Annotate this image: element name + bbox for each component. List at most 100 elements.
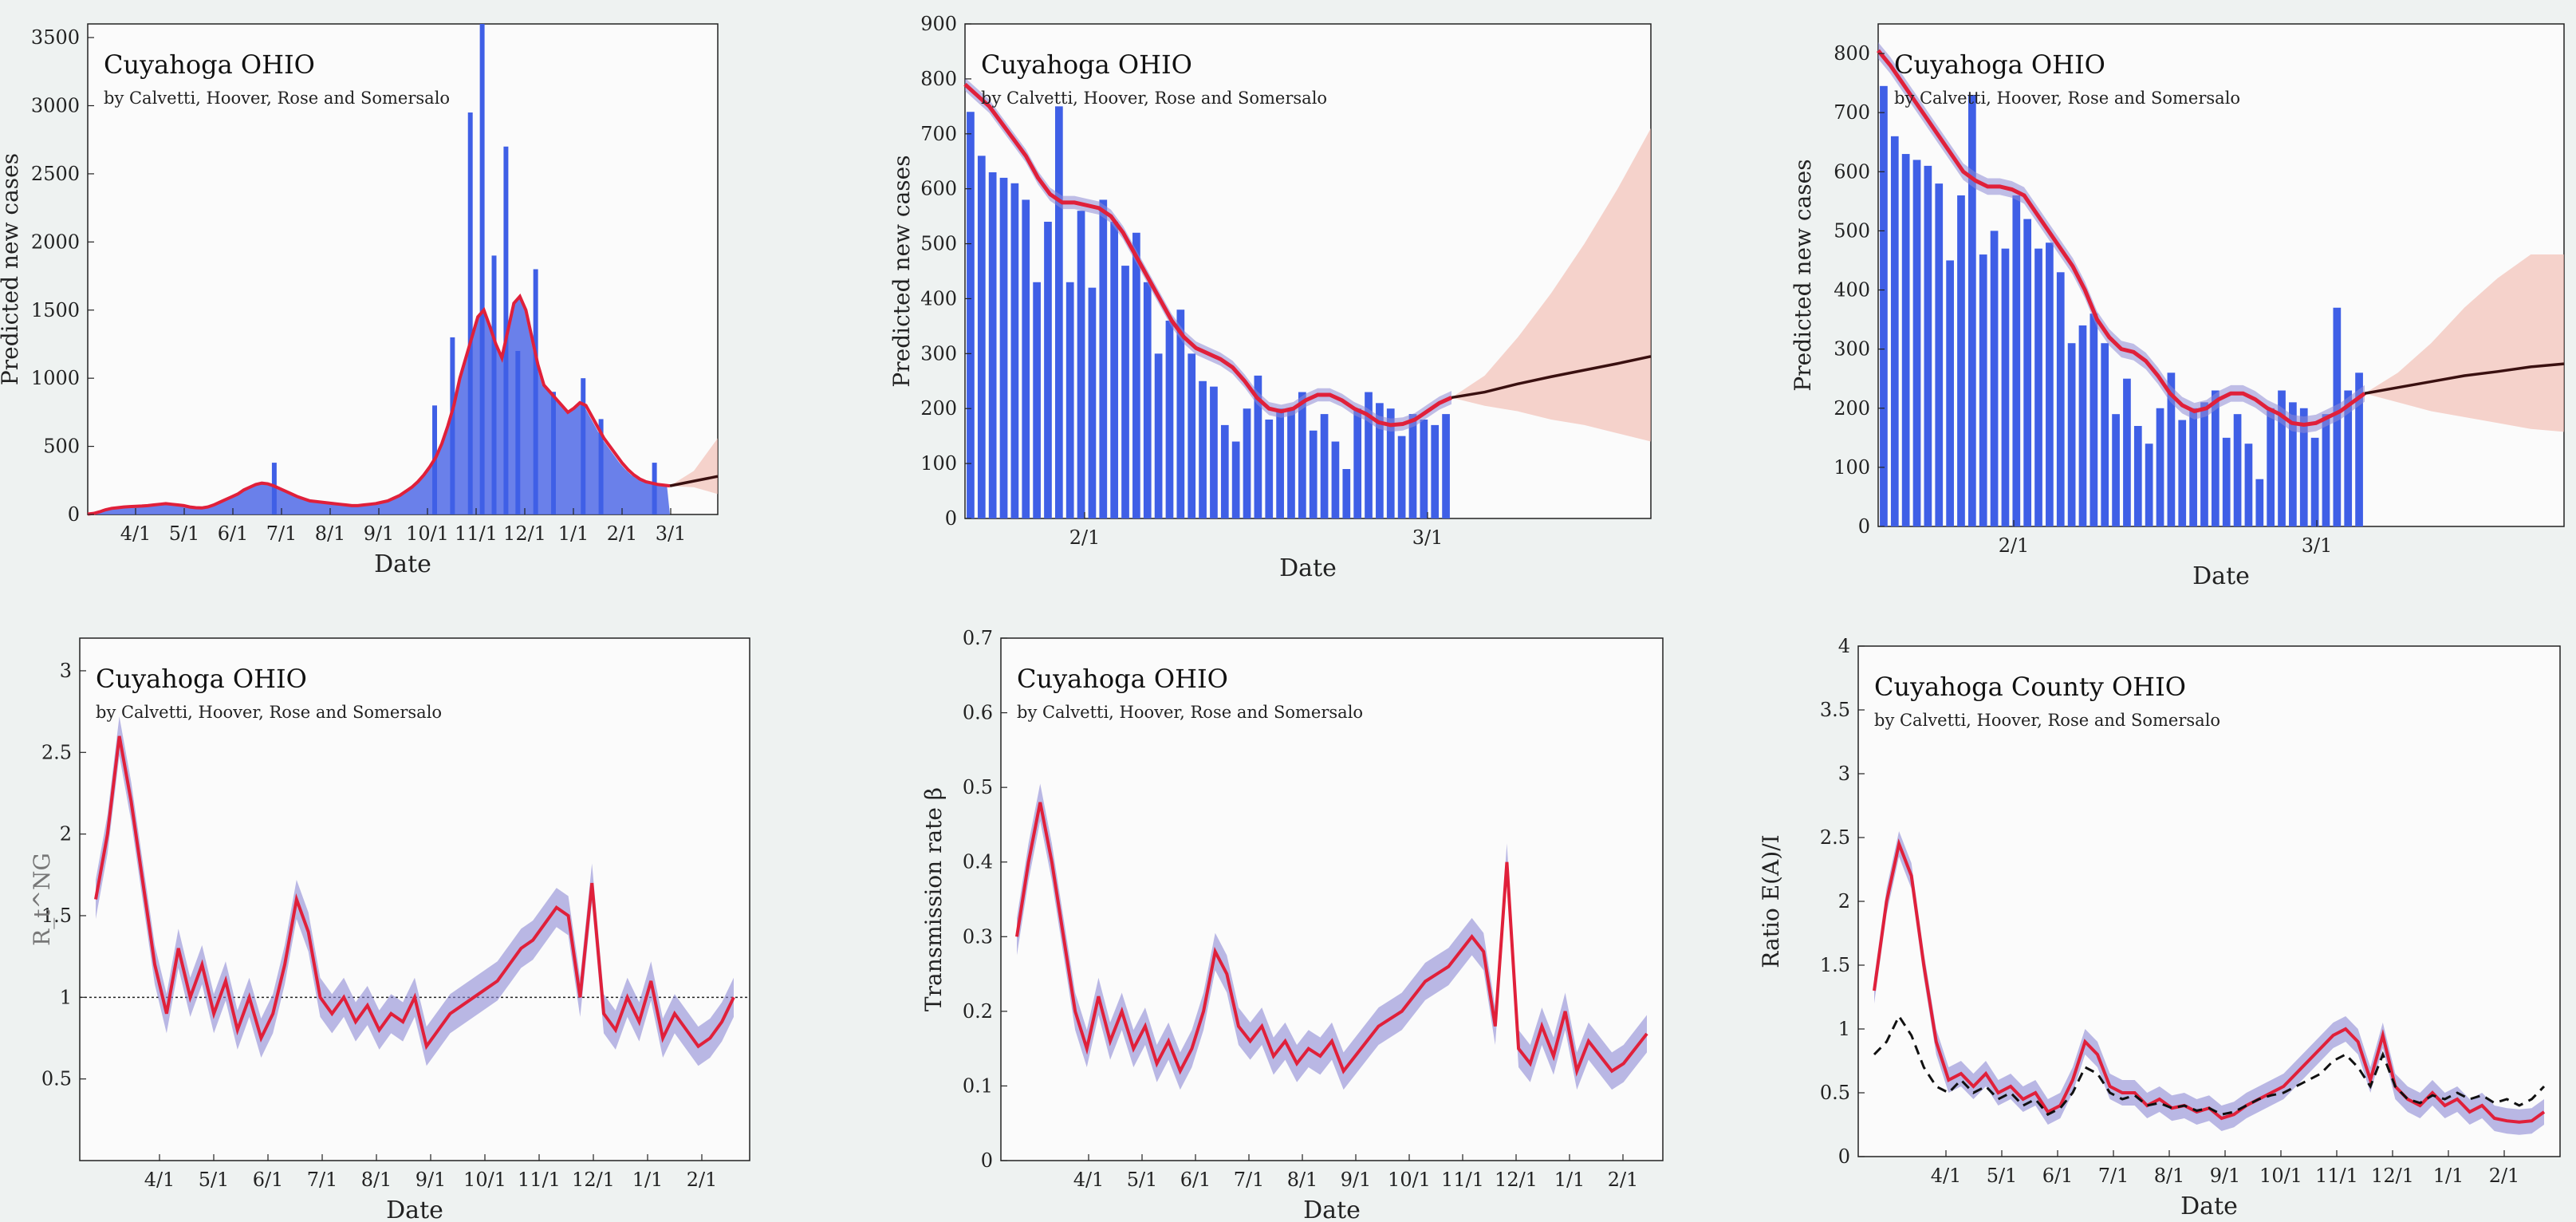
y-tick-label-7: 3500 [31, 26, 80, 49]
x-tick-label-1: 5/1 [1127, 1169, 1158, 1191]
data-bar-43 [2355, 373, 2363, 526]
data-bar-20 [2101, 343, 2109, 526]
uncertainty-band [1017, 783, 1647, 1090]
chart-title: Cuyahoga OHIO [1017, 664, 1228, 694]
x-tick-label-10: 2/1 [687, 1169, 718, 1191]
y-tick-label-8: 800 [920, 68, 957, 90]
y-tick-label-7: 0.7 [963, 627, 993, 649]
data-bar-31 [1309, 430, 1318, 518]
data-bar-23 [2133, 426, 2142, 526]
x-tick-label-8: 12/1 [2371, 1165, 2414, 1187]
x-tick-label-9: 1/1 [2433, 1165, 2464, 1187]
data-bar-19 [2090, 313, 2098, 526]
y-tick-label-2: 200 [920, 397, 957, 420]
chart-panel-6: 0 0.5 1 1.5 2 2.5 3 3.5 4 4/1 5/1 6/1 7/1 8/1 9/1 10/1 1… [1758, 635, 2561, 1220]
red-curve [1015, 802, 1648, 1077]
x-tick-label-11: 3/1 [656, 522, 687, 545]
x-axis-label: Date [374, 550, 431, 578]
y-tick-label-6: 3000 [31, 95, 80, 117]
x-tick-label-2: 6/1 [218, 522, 249, 545]
chart-subtitle: by Calvetti, Hoover, Rose and Somersalo [96, 703, 442, 722]
data-bar-2 [450, 337, 455, 514]
data-bar-21 [2112, 414, 2120, 526]
x-tick-label-4: 8/1 [315, 522, 346, 545]
data-bar-3 [467, 112, 473, 514]
x-tick-label-8: 12/1 [572, 1169, 615, 1191]
data-bar-22 [1210, 386, 1218, 518]
x-axis-label: Date [1303, 1196, 1361, 1222]
data-bar-13 [2023, 219, 2032, 526]
data-bar-12 [2012, 195, 2021, 527]
data-bar-0 [271, 463, 277, 514]
y-tick-label-4: 400 [920, 287, 957, 309]
y-tick-label-4: 400 [1834, 279, 1870, 302]
data-bar-10 [1990, 231, 1999, 526]
x-tick-label-0: 2/1 [1999, 534, 2030, 557]
uncertainty-band [1878, 41, 2365, 433]
x-tick-label-6: 10/1 [2259, 1165, 2302, 1187]
data-bar-34 [1342, 469, 1351, 518]
red-curve [963, 82, 1453, 428]
chart-subtitle: by Calvetti, Hoover, Rose and Somersalo [104, 89, 450, 108]
y-tick-label-5: 2500 [31, 163, 80, 185]
y-tick-label-0: 0 [981, 1149, 993, 1172]
chart-title: Cuyahoga County OHIO [1874, 672, 2186, 702]
y-tick-label-3: 1.5 [1820, 954, 1850, 976]
data-bar-14 [1121, 266, 1129, 518]
data-bar-24 [2145, 443, 2153, 526]
y-tick-label-2: 1.5 [41, 905, 72, 927]
data-bar-3 [1912, 160, 1921, 526]
data-bar-4 [1010, 183, 1019, 518]
data-bar-38 [2299, 408, 2308, 526]
chart-title: Cuyahoga OHIO [1894, 49, 2105, 80]
x-tick-label-10: 2/1 [2489, 1165, 2520, 1187]
data-bar-35 [2267, 408, 2275, 526]
data-bar-33 [1331, 441, 1340, 518]
x-tick-label-6: 10/1 [406, 522, 449, 545]
data-bar-32 [2233, 414, 2242, 526]
plot-content [87, 24, 719, 516]
data-bar-9 [1065, 282, 1074, 518]
y-tick-label-1: 0.1 [963, 1074, 993, 1097]
x-tick-label-1: 5/1 [199, 1169, 230, 1191]
x-tick-label-4: 8/1 [1287, 1169, 1318, 1191]
data-bar-8 [1054, 106, 1063, 519]
x-axis-label: Date [1279, 554, 1337, 582]
data-bar-1 [1890, 136, 1899, 526]
y-tick-label-1: 1 [60, 986, 72, 1008]
data-bar-12 [1099, 199, 1108, 518]
data-bar-7 [1044, 222, 1052, 518]
data-bar-25 [1243, 408, 1251, 518]
y-tick-label-6: 0.6 [963, 702, 993, 724]
x-tick-label-9: 1/1 [632, 1169, 664, 1191]
x-tick-label-6: 10/1 [1388, 1169, 1431, 1191]
y-tick-label-3: 1500 [31, 299, 80, 321]
data-bar-31 [2222, 437, 2231, 526]
y-tick-label-0: 0 [1838, 1145, 1850, 1168]
y-tick-label-8: 800 [1834, 42, 1870, 65]
y-tick-label-9: 900 [920, 13, 957, 35]
x-tick-label-0: 4/1 [144, 1169, 175, 1191]
plot-content [1873, 831, 2546, 1135]
data-bar-33 [2244, 443, 2253, 526]
chart-panel-2: 0 100 200 300 400 500 600 700 800 900 2/1 3/1 Cuyaho… [888, 13, 1652, 582]
data-bar-30 [2211, 390, 2220, 526]
y-tick-label-6: 600 [920, 178, 957, 200]
data-bar-8 [1967, 94, 1976, 527]
data-bar-7 [515, 351, 521, 514]
data-bar-16 [2056, 272, 2065, 526]
x-tick-label-0: 2/1 [1069, 526, 1101, 549]
x-tick-label-5: 9/1 [364, 522, 395, 545]
y-tick-label-4: 2000 [31, 231, 80, 253]
y-tick-label-0: 0 [1858, 515, 1870, 538]
y-tick-label-1: 100 [920, 452, 957, 475]
y-axis-label: Transmission rate β [920, 787, 947, 1011]
y-tick-label-3: 2 [60, 823, 72, 846]
y-tick-label-5: 2.5 [1820, 826, 1850, 849]
data-bar-14 [2034, 248, 2042, 526]
x-tick-label-4: 8/1 [361, 1169, 392, 1191]
y-tick-label-6: 600 [1834, 160, 1870, 183]
x-tick-label-8: 12/1 [1495, 1169, 1538, 1191]
plot-area [1857, 645, 2561, 1157]
